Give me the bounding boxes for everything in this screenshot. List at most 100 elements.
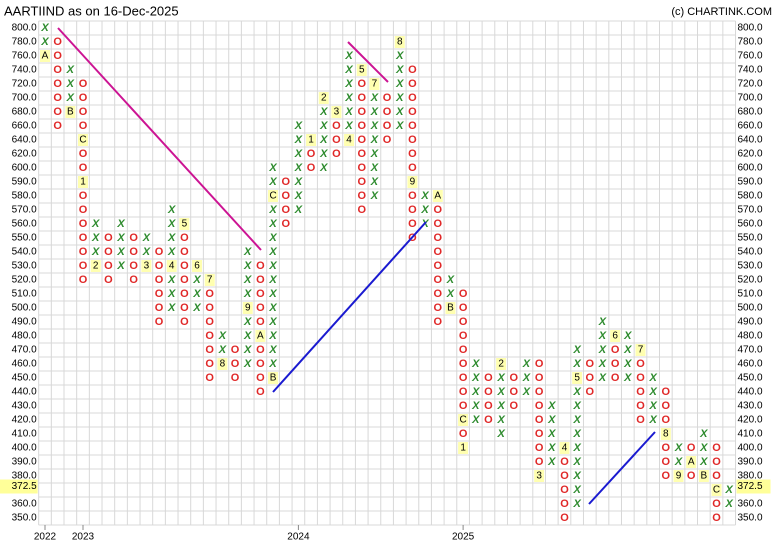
month-marker: B: [270, 373, 277, 384]
month-marker: 7: [372, 79, 378, 90]
y-tick-label: 660.0: [12, 121, 37, 132]
o-box: O: [256, 316, 265, 328]
o-box: O: [155, 246, 164, 258]
x-box: X: [268, 316, 277, 328]
month-marker: 1: [308, 135, 314, 146]
x-box: X: [420, 204, 429, 216]
month-bg: [179, 218, 190, 230]
month-marker: 3: [536, 471, 542, 482]
o-box: O: [357, 78, 366, 90]
x-box: X: [395, 120, 404, 132]
y-tick-label: 450.0: [12, 373, 37, 384]
o-box: O: [510, 400, 519, 412]
o-box: O: [180, 260, 189, 272]
o-box: O: [256, 274, 265, 286]
x-box: X: [243, 344, 252, 356]
o-box: O: [459, 386, 468, 398]
x-box: X: [598, 358, 607, 370]
x-box: X: [648, 414, 657, 426]
o-box: O: [408, 134, 417, 146]
month-marker: C: [459, 415, 466, 426]
x-box: X: [294, 204, 303, 216]
y-tick-label: 800.0: [12, 23, 37, 34]
o-box: O: [433, 260, 442, 272]
x-box: X: [370, 176, 379, 188]
x-box: X: [420, 190, 429, 202]
x-box: X: [370, 190, 379, 202]
x-box: X: [598, 344, 607, 356]
x-box: X: [116, 246, 125, 258]
o-box: O: [180, 316, 189, 328]
month-marker: C: [713, 485, 720, 496]
month-marker: A: [688, 457, 695, 468]
o-box: O: [535, 372, 544, 384]
y-tick-label: 410.0: [738, 429, 763, 440]
o-box: O: [332, 134, 341, 146]
o-box: O: [205, 288, 214, 300]
y-tick-label: 350.0: [12, 513, 37, 524]
month-marker: 3: [144, 261, 150, 272]
o-box: O: [79, 232, 88, 244]
month-marker: 9: [676, 471, 682, 482]
o-box: O: [357, 134, 366, 146]
x-box: X: [446, 274, 455, 286]
o-box: O: [129, 232, 138, 244]
month-bg: [686, 456, 697, 468]
month-bg: [559, 442, 570, 454]
trend-line: [57, 27, 262, 251]
o-box: O: [357, 92, 366, 104]
o-box: O: [484, 386, 493, 398]
x-box: X: [572, 400, 581, 412]
credit: (c) CHARTINK.COM: [671, 6, 772, 18]
x-box: X: [725, 498, 734, 510]
o-box: O: [459, 330, 468, 342]
x-box: X: [294, 134, 303, 146]
o-box: O: [256, 358, 265, 370]
x-box: X: [66, 64, 75, 76]
month-bg: [242, 302, 253, 314]
x-box: X: [91, 232, 100, 244]
y-tick-label: 480.0: [738, 331, 763, 342]
o-box: O: [281, 190, 290, 202]
month-marker: 5: [574, 373, 580, 384]
o-box: O: [433, 218, 442, 230]
x-box: X: [471, 358, 480, 370]
x-box: X: [522, 358, 531, 370]
x-box: X: [294, 162, 303, 174]
o-box: O: [459, 428, 468, 440]
month-marker: 5: [359, 65, 365, 76]
x-box: X: [623, 372, 632, 384]
o-box: O: [510, 372, 519, 384]
month-bg: [660, 428, 671, 440]
o-box: O: [433, 246, 442, 258]
y-tick-label: 500.0: [738, 303, 763, 314]
x-box: X: [674, 442, 683, 454]
x-box: X: [471, 400, 480, 412]
x-box: X: [598, 372, 607, 384]
o-box: O: [104, 246, 113, 258]
x-box: X: [116, 218, 125, 230]
y-tick-label: 450.0: [738, 373, 763, 384]
x-box: X: [370, 92, 379, 104]
y-tick-label: 740.0: [12, 65, 37, 76]
o-box: O: [535, 400, 544, 412]
x-box: X: [66, 78, 75, 90]
o-box: O: [535, 456, 544, 468]
o-box: O: [560, 512, 569, 524]
x-box: X: [572, 498, 581, 510]
o-box: O: [383, 120, 392, 132]
x-box: X: [142, 246, 151, 258]
x-box: X: [243, 260, 252, 272]
month-marker: 8: [663, 429, 669, 440]
month-bg: [698, 470, 709, 482]
y-tick-label: 550.0: [12, 233, 37, 244]
month-bg: [344, 134, 355, 146]
x-box: X: [167, 302, 176, 314]
x-box: X: [268, 260, 277, 272]
x-box: X: [344, 106, 353, 118]
month-marker: C: [269, 191, 276, 202]
o-box: O: [408, 106, 417, 118]
o-box: O: [611, 358, 620, 370]
y-tick-label: 380.0: [12, 471, 37, 482]
